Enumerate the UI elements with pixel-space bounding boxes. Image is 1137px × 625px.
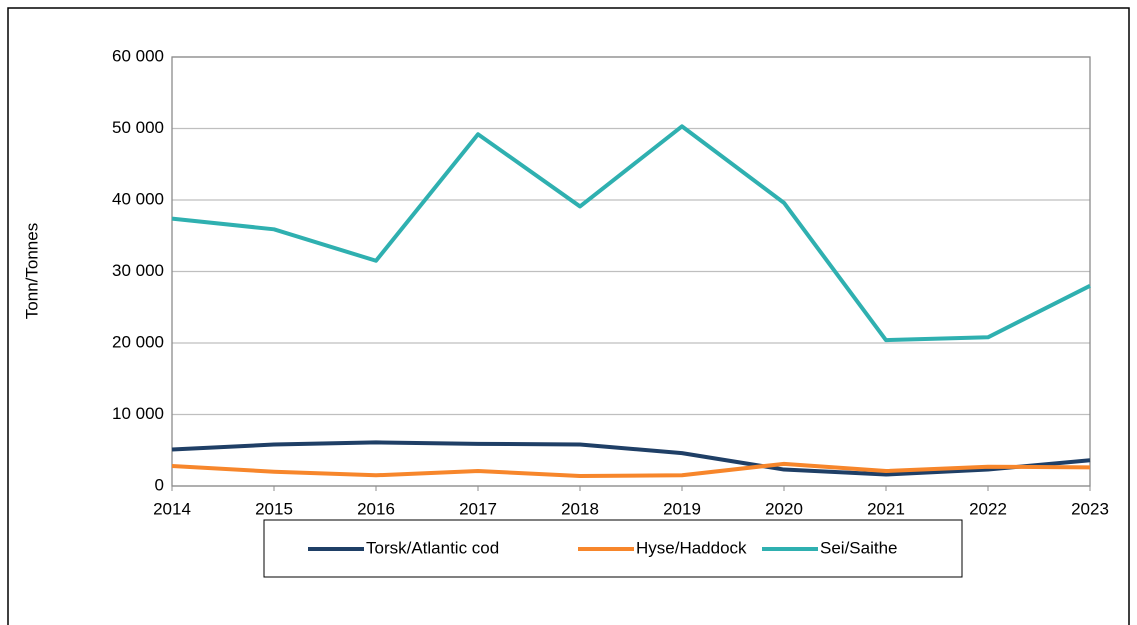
y-tick-label: 10 000 bbox=[112, 404, 164, 423]
x-tick-label: 2020 bbox=[765, 499, 803, 518]
y-tick-label: 30 000 bbox=[112, 261, 164, 280]
x-tick-label: 2023 bbox=[1071, 499, 1109, 518]
x-tick-label: 2022 bbox=[969, 499, 1007, 518]
series-line bbox=[171, 461, 1091, 478]
x-tick-label: 2017 bbox=[459, 499, 497, 518]
x-tick-label: 2016 bbox=[357, 499, 395, 518]
y-tick-label: 20 000 bbox=[112, 332, 164, 351]
x-tick-label: 2019 bbox=[663, 499, 701, 518]
legend-label: Hyse/Haddock bbox=[636, 538, 747, 557]
y-axis-label: Tonn/Tonnes bbox=[22, 223, 41, 319]
series-line bbox=[171, 440, 1091, 477]
x-tick-label: 2014 bbox=[153, 499, 191, 518]
plot-area bbox=[171, 56, 1091, 487]
x-tick-label: 2021 bbox=[867, 499, 905, 518]
y-tick-label: 60 000 bbox=[112, 46, 164, 65]
y-tick-label: 50 000 bbox=[112, 118, 164, 137]
y-tick-label: 40 000 bbox=[112, 189, 164, 208]
legend-label: Torsk/Atlantic cod bbox=[366, 538, 499, 557]
y-tick-label: 0 bbox=[155, 475, 164, 494]
legend-label: Sei/Saithe bbox=[820, 538, 898, 557]
x-tick-label: 2015 bbox=[255, 499, 293, 518]
series-line bbox=[171, 124, 1091, 343]
x-tick-label: 2018 bbox=[561, 499, 599, 518]
